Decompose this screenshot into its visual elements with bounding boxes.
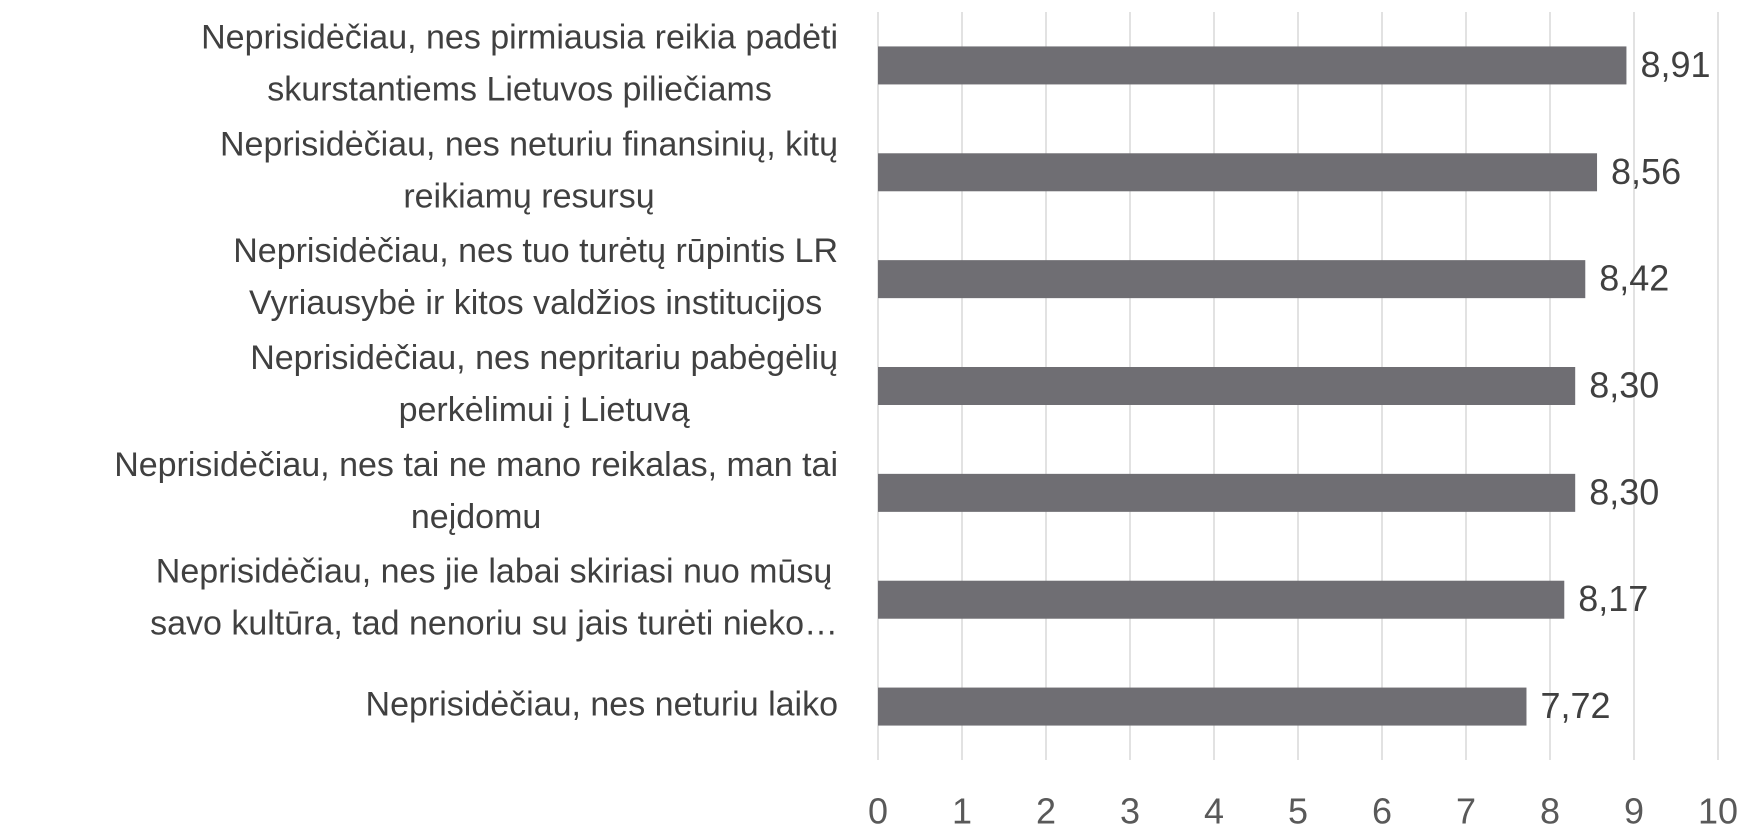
category-label: Neprisidėčiau, nes tai ne mano reikalas,…: [114, 446, 838, 536]
category-label-line: Neprisidėčiau, nes tuo turėtų rūpintis L…: [233, 232, 838, 270]
x-tick-label: 9: [1624, 791, 1644, 830]
value-label: 8,30: [1589, 471, 1659, 512]
x-tick-label: 8: [1540, 791, 1560, 830]
category-label-line: Vyriausybė ir kitos valdžios institucijo…: [249, 284, 822, 322]
bar: [878, 260, 1586, 299]
x-tick-label: 3: [1120, 791, 1140, 830]
category-label-line: Neprisidėčiau, nes jie labai skiriasi nu…: [156, 553, 833, 591]
value-label: 8,42: [1599, 258, 1669, 299]
category-label-line: Neprisidėčiau, nes tai ne mano reikalas,…: [114, 446, 838, 484]
value-label: 8,30: [1589, 365, 1659, 406]
category-label: Neprisidėčiau, nes tuo turėtų rūpintis L…: [233, 232, 838, 322]
category-label-line: Neprisidėčiau, nes neturiu laiko: [366, 686, 838, 724]
bar: [878, 580, 1565, 619]
x-tick-label: 1: [952, 791, 972, 830]
value-label: 7,72: [1540, 685, 1610, 726]
category-label-line: Neprisidėčiau, nes pirmiausia reikia pad…: [201, 18, 838, 56]
bar: [878, 473, 1576, 512]
category-label-line: neįdomu: [411, 498, 541, 536]
category-label: Neprisidėčiau, nes pirmiausia reikia pad…: [201, 18, 838, 108]
category-label: Neprisidėčiau, nes jie labai skiriasi nu…: [150, 553, 838, 643]
category-label: Neprisidėčiau, nes neturiu laiko: [366, 686, 838, 724]
value-label: 8,56: [1611, 151, 1681, 192]
x-tick-label: 2: [1036, 791, 1056, 830]
category-label-line: reikiamų resursų: [403, 177, 654, 215]
x-tick-label: 10: [1698, 791, 1738, 830]
category-label-line: savo kultūra, tad nenoriu su jais turėti…: [150, 605, 838, 643]
value-label: 8,91: [1640, 44, 1710, 85]
category-label: Neprisidėčiau, nes nepritariu pabėgėlių p…: [250, 339, 838, 429]
category-label-line: Neprisidėčiau, nes nepritariu pabėgėlių: [250, 339, 838, 377]
x-tick-label: 4: [1204, 791, 1224, 830]
bar: [878, 46, 1627, 85]
bar: [878, 687, 1527, 726]
x-tick-label: 0: [868, 791, 888, 830]
category-label-line: Neprisidėčiau, nes neturiu finansinių, k…: [220, 125, 838, 163]
x-tick-label: 6: [1372, 791, 1392, 830]
bar: [878, 367, 1576, 405]
category-label-line: perkėlimui į Lietuvą: [399, 391, 690, 429]
bar: [878, 153, 1598, 192]
x-tick-label: 7: [1456, 791, 1476, 830]
value-label: 8,17: [1578, 578, 1648, 619]
x-tick-label: 5: [1288, 791, 1308, 830]
category-label-line: skurstantiems Lietuvos piliečiams: [267, 70, 772, 108]
category-label: Neprisidėčiau, nes neturiu finansinių, k…: [220, 125, 838, 215]
